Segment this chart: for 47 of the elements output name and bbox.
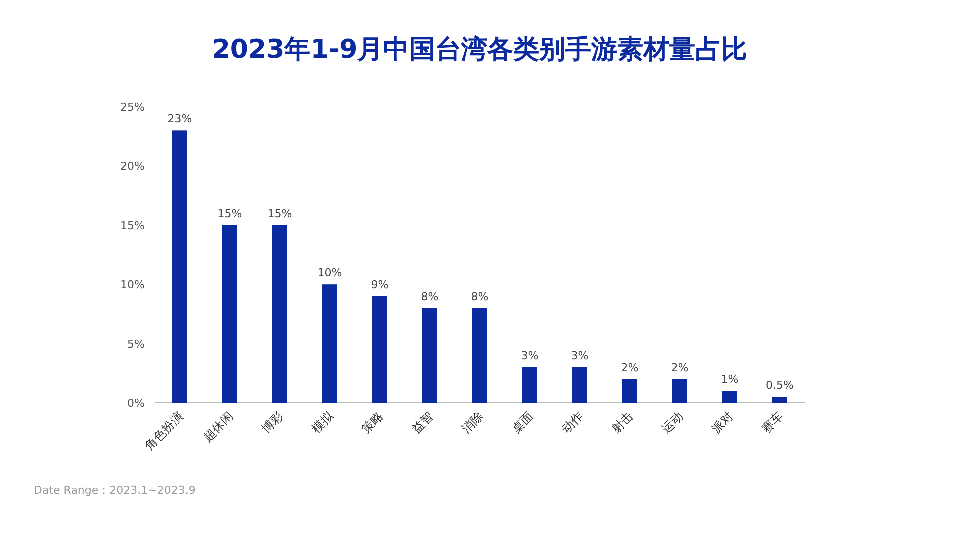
y-tick-label: 15%: [120, 219, 145, 232]
bar: [422, 308, 438, 403]
bar: [572, 367, 588, 403]
data-label: 3%: [521, 349, 539, 362]
data-label: 10%: [318, 266, 342, 280]
data-label: 15%: [218, 207, 242, 220]
y-tick-label: 0%: [128, 397, 145, 410]
bar: [272, 225, 288, 403]
data-label: 2%: [671, 361, 689, 374]
data-label: 2%: [621, 361, 639, 374]
data-label: 15%: [268, 207, 292, 220]
data-label: 8%: [471, 290, 489, 304]
data-label: 8%: [421, 290, 439, 304]
bar: [172, 130, 188, 403]
x-tick-label: 派对: [709, 409, 736, 436]
bar: [622, 379, 638, 403]
bar: [322, 284, 338, 403]
bar: [372, 296, 388, 403]
x-tick-label: 模拟: [309, 408, 337, 436]
x-tick-label: 超休闲: [200, 409, 236, 445]
x-tick-label: 角色扮演: [142, 409, 186, 454]
y-tick-label: 20%: [120, 160, 145, 174]
data-label: 23%: [168, 112, 192, 126]
bar: [222, 225, 238, 403]
y-tick-label: 5%: [128, 338, 145, 351]
x-tick-label: 桌面: [509, 409, 536, 436]
x-tick-label: 运动: [659, 409, 686, 436]
bar: [722, 391, 738, 403]
bar: [522, 367, 538, 403]
text: Date Range：2023.1~2023.9: [34, 484, 196, 497]
x-tick-label: 射击: [609, 409, 636, 436]
data-label: 0.5%: [766, 379, 794, 392]
x-tick-label: 策略: [359, 409, 386, 436]
y-tick-label: 10%: [120, 278, 145, 292]
y-tick-label: 25%: [120, 101, 145, 114]
data-label: 1%: [721, 373, 739, 386]
data-label: 3%: [571, 349, 589, 362]
x-tick-label: 消除: [459, 409, 486, 436]
bar: [472, 308, 488, 403]
bar: [772, 397, 788, 403]
x-tick-label: 益智: [409, 409, 436, 436]
bar: [672, 379, 688, 403]
x-tick-label: 博彩: [259, 409, 286, 436]
x-tick-label: 赛车: [759, 409, 786, 436]
chart-title: 2023年1-9月中国台湾各类别手游素材量占比: [212, 35, 748, 65]
data-label: 9%: [371, 278, 389, 292]
x-tick-label: 动作: [559, 409, 586, 436]
